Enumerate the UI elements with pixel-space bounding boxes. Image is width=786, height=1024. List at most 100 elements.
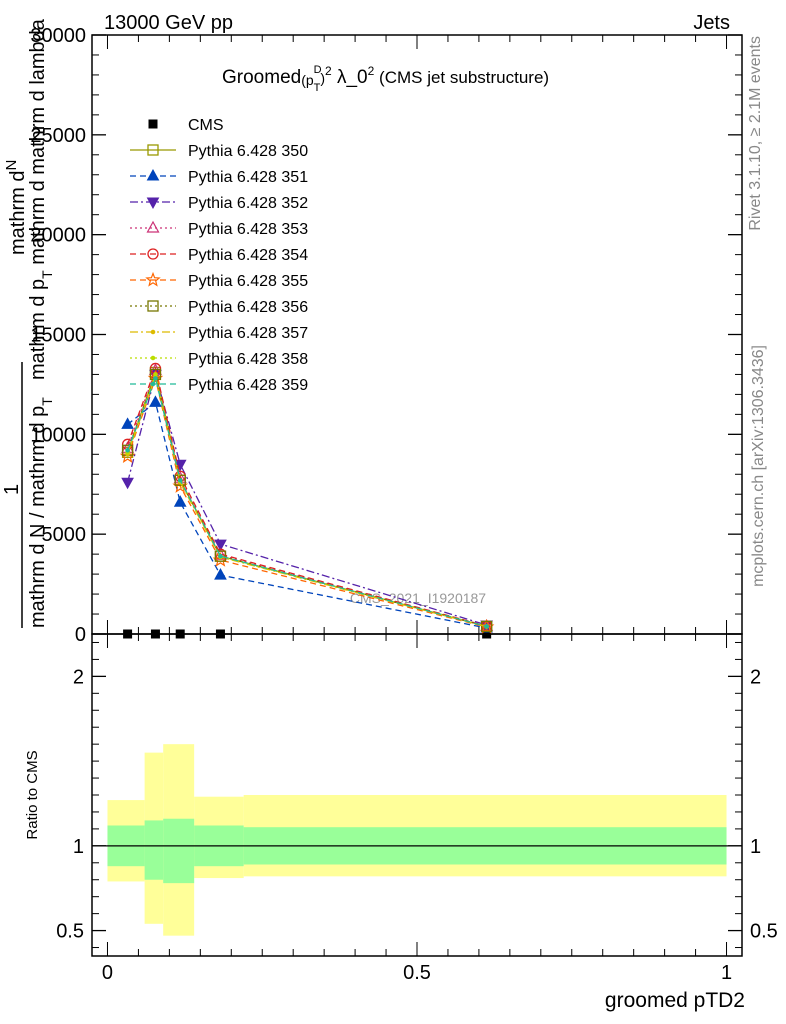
ratio-axis-ticks: 0.5 0.5 1 1 2 2 0 0.5 1 xyxy=(56,634,778,984)
legend-entry: Pythia 6.428 353 xyxy=(130,220,308,238)
data-point xyxy=(175,629,185,639)
ratio-ylabel: Ratio to CMS xyxy=(24,750,41,839)
data-point xyxy=(214,539,227,552)
data-point xyxy=(121,417,134,429)
legend-marker xyxy=(148,119,158,129)
legend-entry: Pythia 6.428 354 xyxy=(130,247,308,264)
legend-entry: Pythia 6.428 350 xyxy=(130,143,308,160)
legend: CMS Pythia 6.428 350 Pythia 6.428 351 Pythi… xyxy=(130,117,308,394)
ratio-band-inner xyxy=(144,820,164,880)
data-point xyxy=(121,477,134,490)
data-point xyxy=(480,620,493,633)
x-axis-label: groomed pTD2 xyxy=(605,989,745,1012)
legend-label: Pythia 6.428 353 xyxy=(188,221,308,238)
title-p: (p xyxy=(301,72,314,88)
legend-label: Pythia 6.428 355 xyxy=(188,273,308,290)
legend-marker xyxy=(146,220,160,233)
ratio-bands xyxy=(92,744,742,936)
legend-marker xyxy=(150,355,156,361)
header-left: 13000 GeV pp xyxy=(104,12,233,34)
legend-label: CMS xyxy=(188,117,224,134)
data-point xyxy=(218,553,223,559)
main-series xyxy=(119,362,495,639)
data-point xyxy=(153,376,158,381)
legend-entry: Pythia 6.428 352 xyxy=(130,195,308,212)
legend-label: Pythia 6.428 359 xyxy=(188,377,308,394)
legend-label: Pythia 6.428 354 xyxy=(188,247,308,264)
legend-entry: Pythia 6.428 355 xyxy=(130,271,308,290)
legend-entry: Pythia 6.428 356 xyxy=(130,299,308,316)
legend-label: Pythia 6.428 358 xyxy=(188,351,308,368)
legend-marker xyxy=(150,329,156,335)
ylabel-denominator: mathrm d N / mathrm d pT xyxy=(27,397,55,628)
legend-marker xyxy=(150,381,156,387)
ratio-ytick-label-right: 2 xyxy=(750,666,761,688)
title-sub-t: T xyxy=(314,82,321,94)
legend-label: Pythia 6.428 357 xyxy=(188,325,308,342)
series-line xyxy=(126,366,487,627)
series-line xyxy=(126,376,487,628)
legend-entry: Pythia 6.428 351 xyxy=(130,168,308,186)
legend-label: Pythia 6.428 352 xyxy=(188,195,308,212)
rivet-label: Rivet 3.1.10, ≥ 2.1M events xyxy=(747,36,764,231)
title-lambda: λ_0 xyxy=(332,67,368,88)
title-suffix: (CMS jet substructure) xyxy=(374,68,549,87)
ratio-xtick-label: 1 xyxy=(721,962,732,984)
main-ytick-label: 30000 xyxy=(30,25,86,47)
series-line xyxy=(126,372,487,628)
main-ytick-label: 5000 xyxy=(42,524,87,546)
main-ytick-label: 15000 xyxy=(30,325,86,347)
ratio-ytick-label: 2 xyxy=(73,666,84,688)
header-right: Jets xyxy=(693,12,730,34)
ylabel-top-line1: mathrm dN xyxy=(3,160,29,255)
ratio-ytick-label: 1 xyxy=(73,836,84,858)
ratio-band-inner xyxy=(163,818,195,884)
ratio-xtick-label: 0 xyxy=(102,962,113,984)
data-point xyxy=(149,395,162,407)
main-ytick-label: 20000 xyxy=(30,225,86,247)
legend-entry: Pythia 6.428 357 xyxy=(130,325,308,342)
legend-marker xyxy=(146,197,160,210)
series-line xyxy=(126,368,487,627)
series-line xyxy=(127,401,487,629)
data-point xyxy=(215,629,225,639)
data-point xyxy=(214,568,227,580)
title-close: ) xyxy=(320,70,325,86)
main-axis-ticks: 0 5000 10000 15000 20000 25000 30000 xyxy=(30,25,742,646)
data-point xyxy=(150,629,160,639)
data-point xyxy=(153,372,158,377)
mcplots-label: mcplots.cern.ch [arXiv:1306.3436] xyxy=(750,345,767,587)
main-ytick-label: 0 xyxy=(75,624,86,646)
legend-label: Pythia 6.428 350 xyxy=(188,143,308,160)
ylabel-top-line2: mathrm d pT mathrm d mathrm d lambda xyxy=(27,18,55,380)
legend-marker xyxy=(145,271,161,287)
main-ylabel: mathrm dN mathrm d pT mathrm d mathrm d … xyxy=(1,18,55,628)
data-point xyxy=(125,448,130,453)
main-ytick-label: 10000 xyxy=(30,424,86,446)
series-2 xyxy=(121,395,493,633)
ratio-ytick-label-right: 1 xyxy=(750,836,761,858)
ratio-xtick-label: 0.5 xyxy=(403,962,431,984)
legend-marker xyxy=(147,300,159,312)
ylabel-numerator: 1 xyxy=(1,484,23,495)
plot-title: Groomed(pD T)2 λ_02 (CMS jet substructure… xyxy=(222,64,549,94)
legend-label: Pythia 6.428 351 xyxy=(188,169,308,186)
data-point xyxy=(173,495,187,507)
series-10 xyxy=(125,376,489,629)
main-ytick-label: 25000 xyxy=(30,125,86,147)
legend-entry: Pythia 6.428 359 xyxy=(130,377,308,394)
title-sq: 2 xyxy=(325,64,332,78)
data-point xyxy=(177,477,183,483)
title-prefix: Groomed xyxy=(222,67,301,88)
legend-marker xyxy=(146,168,160,181)
data-point xyxy=(484,624,489,629)
legend-marker xyxy=(147,144,159,156)
ratio-ytick-label: 0.5 xyxy=(56,921,84,943)
data-point xyxy=(123,629,133,639)
title-sq2: 2 xyxy=(368,64,375,78)
data-point xyxy=(174,474,186,486)
data-point xyxy=(214,550,227,562)
legend-marker xyxy=(147,248,159,260)
legend-entry: CMS xyxy=(148,117,224,134)
